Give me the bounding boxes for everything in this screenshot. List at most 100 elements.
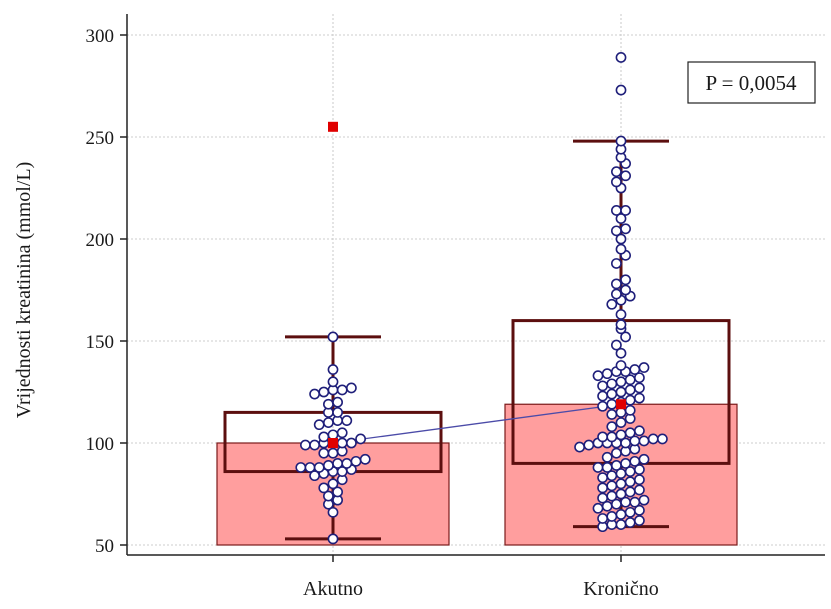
data-point — [332, 406, 343, 418]
data-point — [359, 453, 371, 465]
data-point — [341, 415, 353, 426]
mean-marker — [616, 399, 626, 410]
data-point — [657, 433, 668, 445]
data-point — [597, 390, 608, 402]
data-point — [332, 457, 343, 469]
data-point — [606, 490, 618, 502]
data-point — [615, 509, 627, 520]
data-point — [611, 288, 622, 300]
data-point — [615, 519, 627, 530]
data-point — [336, 427, 348, 439]
data-point — [615, 233, 627, 245]
data-point — [327, 331, 339, 343]
data-point — [597, 380, 608, 392]
data-point — [332, 486, 343, 498]
annotation-box — [687, 61, 816, 104]
data-point — [647, 433, 659, 445]
x-tick-label: Akutno — [303, 578, 363, 600]
data-point — [634, 484, 645, 496]
data-point — [624, 506, 636, 518]
data-point — [615, 417, 627, 428]
data-point — [638, 362, 650, 373]
data-point — [620, 457, 631, 469]
data-point — [592, 502, 604, 514]
data-point — [611, 166, 622, 178]
data-point — [606, 431, 618, 443]
data-point — [606, 421, 618, 433]
data-point — [629, 364, 641, 375]
data-point — [295, 462, 307, 473]
data-point — [638, 453, 650, 465]
data-point — [620, 223, 631, 235]
data-point — [601, 462, 613, 473]
data-point — [615, 376, 627, 388]
annotation-layer: P = 0,0054 — [687, 61, 816, 104]
bars-layer — [216, 403, 738, 546]
data-point — [615, 309, 627, 320]
y-tick-label: 200 — [86, 230, 115, 251]
data-point — [611, 258, 622, 269]
y-axis-label: Vrijednosti kreatinina (mmol/L) — [13, 162, 35, 419]
data-point — [638, 435, 650, 447]
data-point — [629, 496, 641, 508]
data-point — [345, 382, 357, 394]
y-tick-label: 300 — [86, 26, 115, 47]
data-point — [327, 376, 339, 388]
x-tick-label: Kronično — [583, 578, 659, 600]
mean-marker — [328, 438, 338, 448]
data-point — [615, 213, 627, 224]
data-point — [620, 274, 631, 286]
data-point — [327, 447, 339, 459]
data-point — [318, 431, 330, 443]
y-tick-label: 100 — [86, 434, 115, 455]
data-point — [327, 533, 339, 545]
data-point — [327, 364, 339, 375]
data-point — [611, 339, 622, 351]
data-point — [624, 476, 636, 488]
data-point — [597, 513, 608, 524]
data-point — [318, 386, 330, 398]
data-point — [597, 492, 608, 504]
data-point — [355, 433, 366, 445]
data-point — [615, 478, 627, 490]
data-point — [597, 431, 608, 443]
data-point — [345, 437, 357, 449]
mean-connector-line — [332, 403, 622, 444]
data-point — [601, 451, 613, 463]
data-point — [606, 480, 618, 492]
data-point — [313, 462, 325, 473]
data-point — [615, 360, 627, 371]
data-point — [620, 331, 631, 343]
data-point — [322, 398, 334, 410]
data-point — [624, 427, 636, 439]
data-point — [611, 205, 622, 216]
data-point — [615, 319, 627, 331]
data-point — [574, 441, 585, 453]
data-point — [332, 396, 343, 408]
data-point — [611, 176, 622, 188]
data-point — [615, 135, 627, 147]
data-point — [597, 472, 608, 484]
data-point — [350, 455, 362, 467]
data-point — [615, 52, 627, 63]
data-point — [634, 392, 645, 404]
markers-layer — [328, 121, 626, 448]
data-point — [309, 439, 320, 451]
data-point — [606, 409, 618, 420]
mean-line-layer — [332, 403, 622, 444]
data-point — [583, 439, 595, 451]
data-point — [606, 378, 618, 390]
data-point — [341, 457, 353, 469]
data-point — [322, 417, 334, 428]
data-point — [634, 425, 645, 437]
y-tick-label: 250 — [86, 128, 115, 149]
data-point — [327, 506, 339, 518]
data-point — [611, 460, 622, 471]
data-point — [624, 394, 636, 406]
data-point — [336, 437, 348, 449]
data-point — [634, 504, 645, 516]
data-point — [299, 439, 311, 451]
data-point — [322, 490, 334, 502]
data-point — [634, 372, 645, 384]
